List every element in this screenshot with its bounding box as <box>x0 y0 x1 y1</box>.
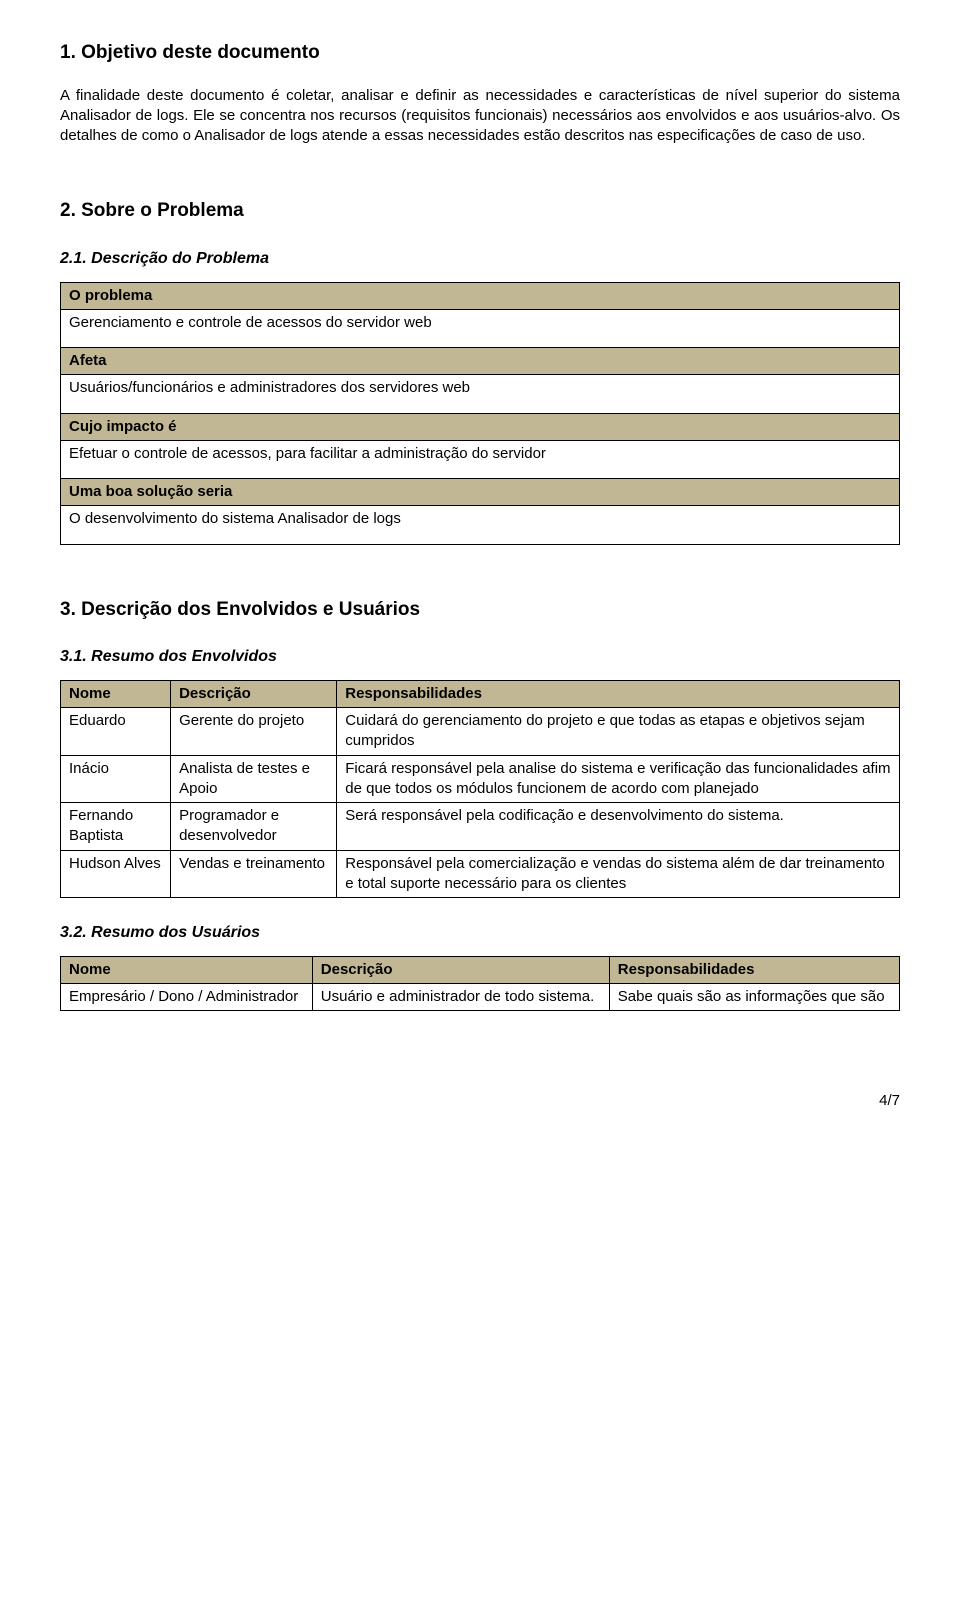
table-cell: Cuidará do gerenciamento do projeto e qu… <box>337 708 900 756</box>
table-cell: Eduardo <box>61 708 171 756</box>
table-row: Fernando Baptista Programador e desenvol… <box>61 803 900 851</box>
problem-row-header: Cujo impacto é <box>61 413 900 440</box>
table-col-header: Descrição <box>312 956 609 983</box>
table-col-header: Descrição <box>171 680 337 707</box>
table-col-header: Nome <box>61 956 313 983</box>
problem-row-header: Afeta <box>61 348 900 375</box>
section3-sub1-title: 3.1. Resumo dos Envolvidos <box>60 646 900 668</box>
section2-sub1-title: 2.1. Descrição do Problema <box>60 248 900 270</box>
table-cell: Responsável pela comercialização e venda… <box>337 850 900 898</box>
table-row: Hudson Alves Vendas e treinamento Respon… <box>61 850 900 898</box>
envolvidos-table: Nome Descrição Responsabilidades Eduardo… <box>60 680 900 898</box>
table-cell: Será responsável pela codificação e dese… <box>337 803 900 851</box>
problem-row-header: Uma boa solução seria <box>61 479 900 506</box>
section3-sub2-title: 3.2. Resumo dos Usuários <box>60 922 900 944</box>
problem-row-content: Efetuar o controle de acessos, para faci… <box>61 440 900 478</box>
table-cell: Fernando Baptista <box>61 803 171 851</box>
table-col-header: Responsabilidades <box>609 956 899 983</box>
table-cell: Ficará responsável pela analise do siste… <box>337 755 900 803</box>
table-row: Inácio Analista de testes e Apoio Ficará… <box>61 755 900 803</box>
usuarios-table: Nome Descrição Responsabilidades Empresá… <box>60 956 900 1012</box>
table-cell: Analista de testes e Apoio <box>171 755 337 803</box>
table-cell: Usuário e administrador de todo sistema. <box>312 983 609 1010</box>
table-cell: Programador e desenvolvedor <box>171 803 337 851</box>
problem-table: O problema Gerenciamento e controle de a… <box>60 282 900 545</box>
problem-row-content: O desenvolvimento do sistema Analisador … <box>61 506 900 544</box>
table-cell: Inácio <box>61 755 171 803</box>
table-row: Empresário / Dono / Administrador Usuári… <box>61 983 900 1010</box>
table-cell: Gerente do projeto <box>171 708 337 756</box>
section1-body: A finalidade deste documento é coletar, … <box>60 86 900 147</box>
problem-row-content: Gerenciamento e controle de acessos do s… <box>61 309 900 347</box>
table-cell: Sabe quais são as informações que são <box>609 983 899 1010</box>
page-number: 4/7 <box>60 1091 900 1111</box>
section3-title: 3. Descrição dos Envolvidos e Usuários <box>60 597 900 623</box>
section1-title: 1. Objetivo deste documento <box>60 40 900 66</box>
table-col-header: Responsabilidades <box>337 680 900 707</box>
table-cell: Hudson Alves <box>61 850 171 898</box>
table-cell: Vendas e treinamento <box>171 850 337 898</box>
table-cell: Empresário / Dono / Administrador <box>61 983 313 1010</box>
table-row: Eduardo Gerente do projeto Cuidará do ge… <box>61 708 900 756</box>
problem-row-content: Usuários/funcionários e administradores … <box>61 375 900 413</box>
problem-row-header: O problema <box>61 282 900 309</box>
table-col-header: Nome <box>61 680 171 707</box>
section2-title: 2. Sobre o Problema <box>60 198 900 224</box>
